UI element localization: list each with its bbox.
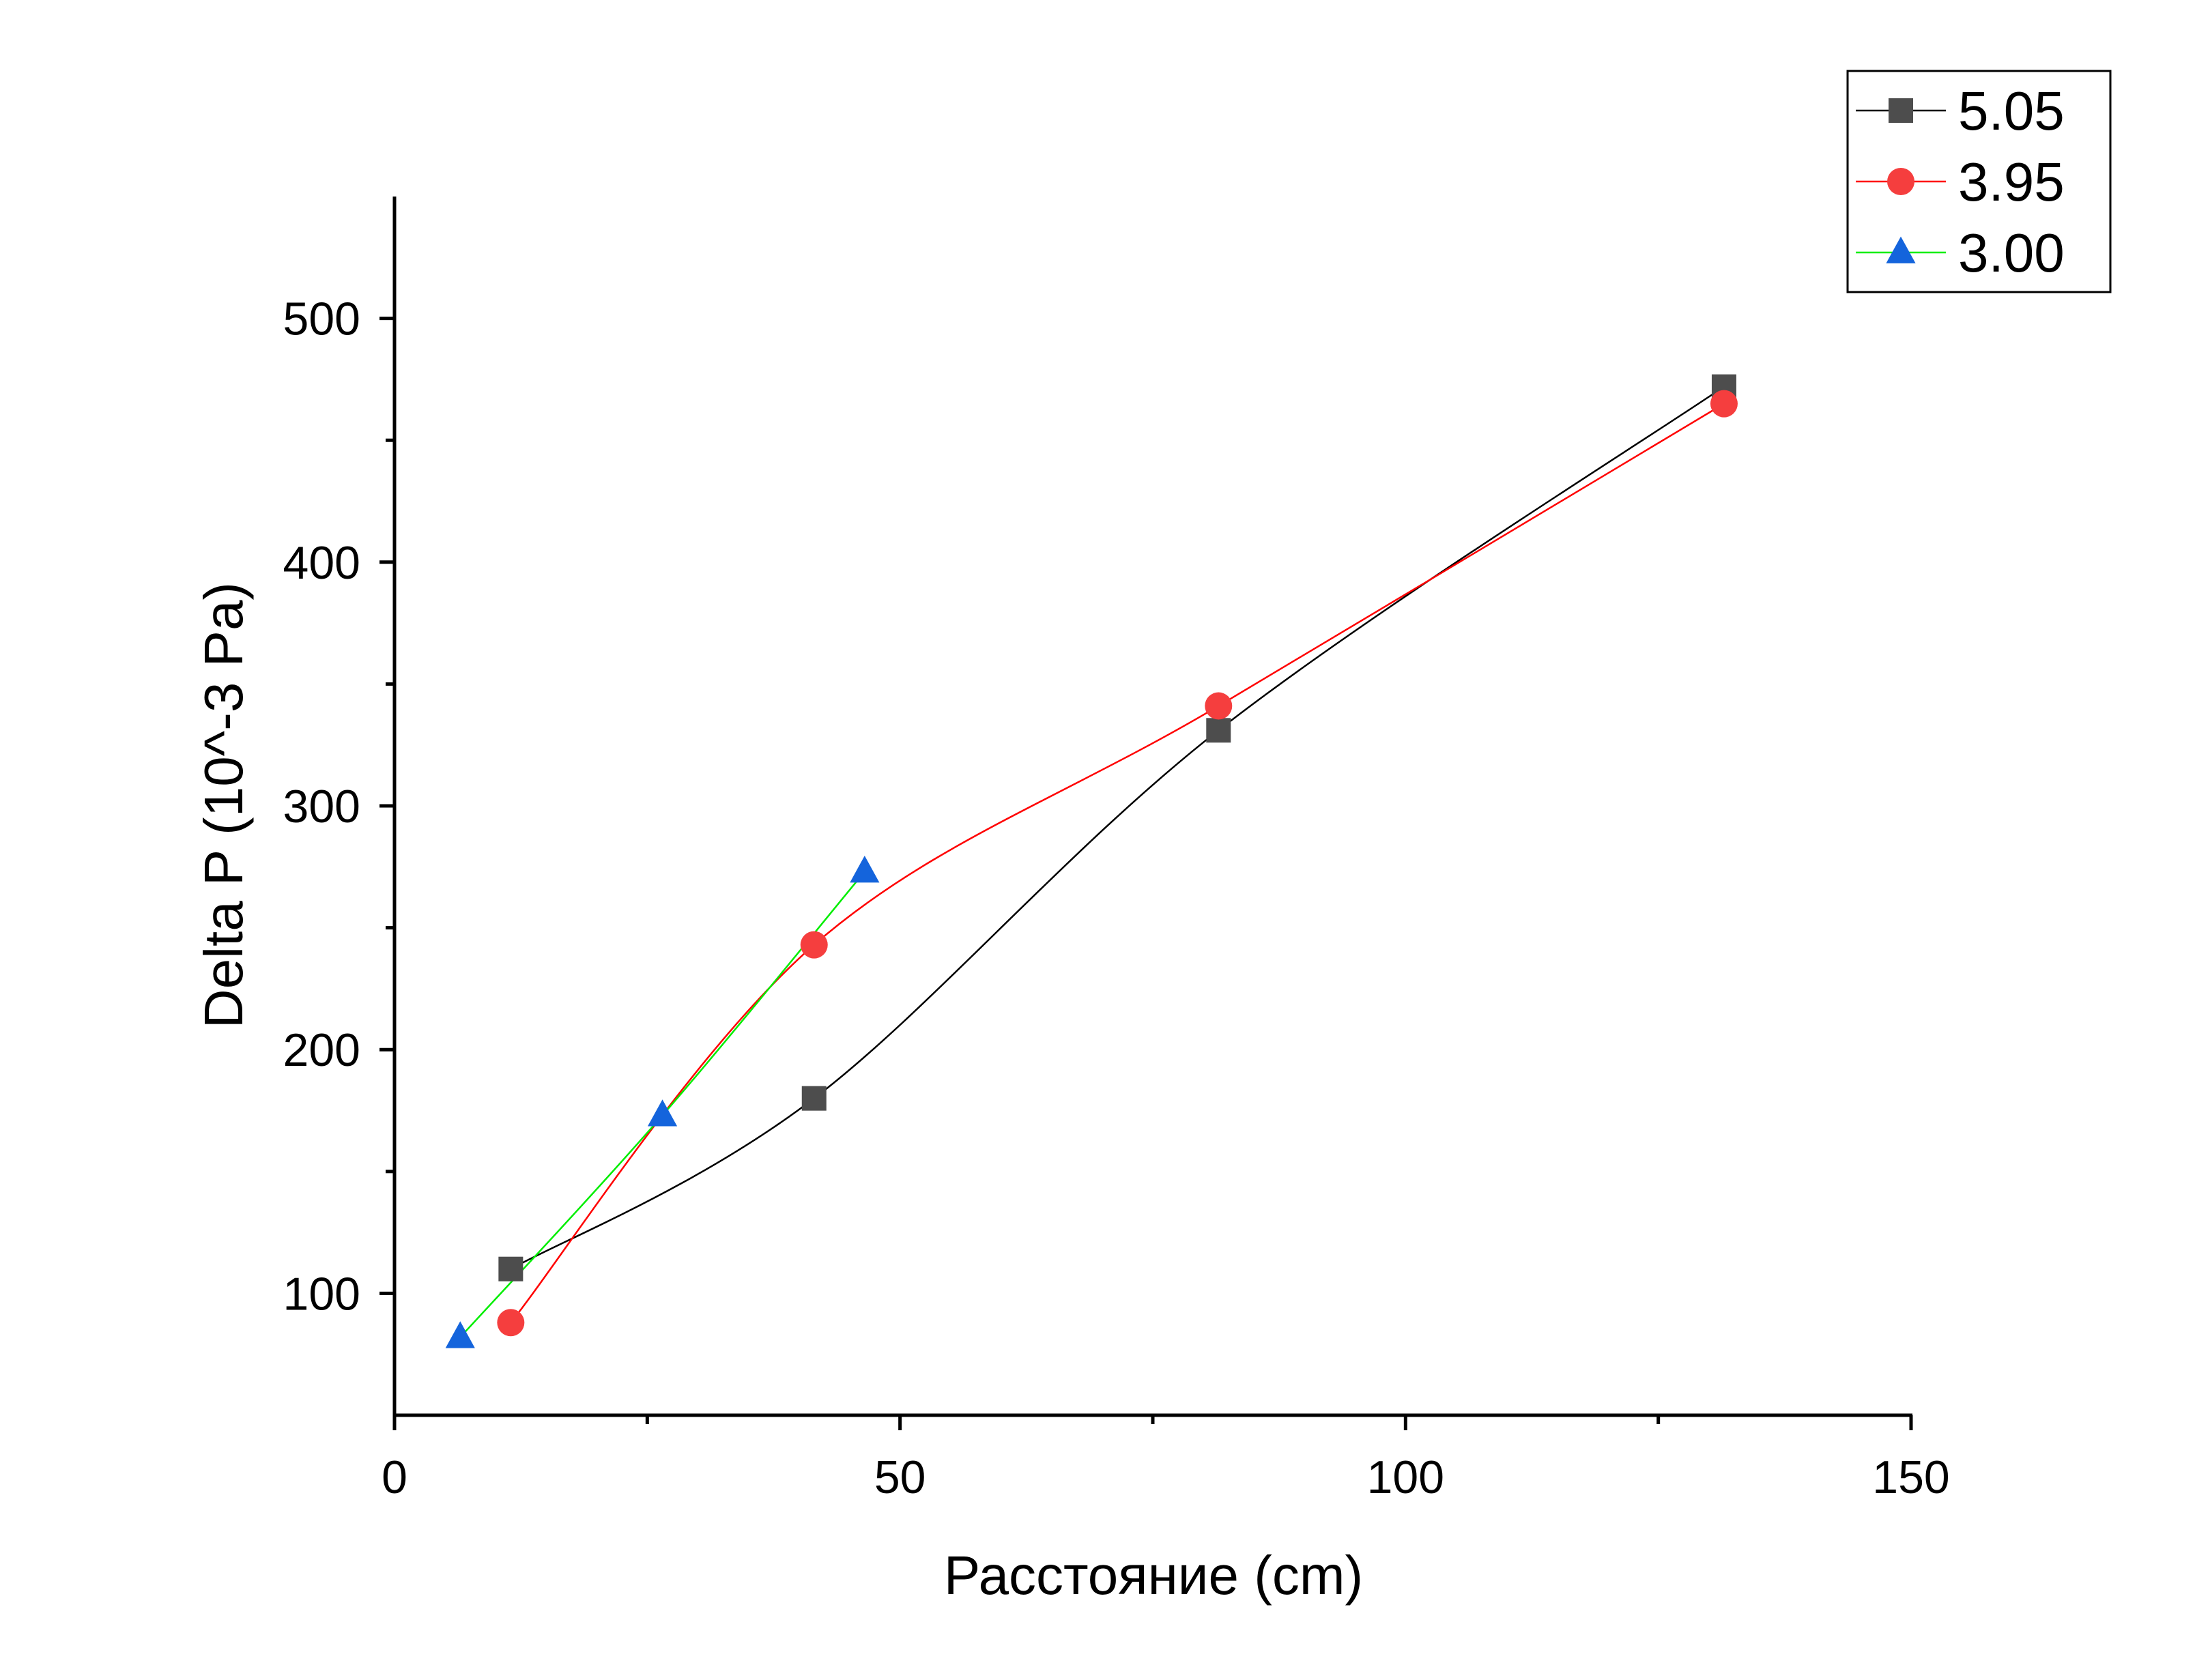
series-line-5.05 — [510, 386, 1725, 1270]
series-line-3.95 — [510, 403, 1725, 1324]
y-tick-label: 200 — [283, 1024, 360, 1076]
legend-marker — [1886, 236, 1916, 263]
legend-label: 3.95 — [1958, 151, 2065, 212]
data-point-3.95 — [1205, 692, 1233, 720]
data-point-3.95 — [800, 931, 828, 959]
x-tick-label: 0 — [382, 1451, 407, 1503]
x-tick-label: 100 — [1367, 1451, 1444, 1503]
legend: 5.05 3.95 3.00 — [1846, 70, 2112, 293]
series-markers — [445, 374, 1738, 1348]
y-tick-label: 500 — [283, 293, 360, 345]
y-axis-title: Delta P (10^-3 Pa) — [193, 582, 254, 1028]
y-tick-label: 100 — [283, 1268, 360, 1320]
x-axis-title: Расстояние (cm) — [944, 1545, 1363, 1606]
axes: 0 50 100 150 100 200 300 400 500 — [283, 197, 1950, 1503]
x-tick-label: 50 — [874, 1451, 926, 1503]
legend-label: 5.05 — [1958, 81, 2065, 141]
legend-marker — [1887, 168, 1914, 195]
legend-marker — [1889, 98, 1913, 123]
data-point-3.00 — [445, 1321, 475, 1348]
y-tick-label: 300 — [283, 781, 360, 832]
series-lines — [459, 386, 1725, 1338]
data-point-3.00 — [850, 856, 880, 883]
y-ticks: 100 200 300 400 500 — [283, 293, 394, 1320]
legend-label: 3.00 — [1958, 222, 2065, 283]
x-tick-label: 150 — [1872, 1451, 1949, 1503]
data-point-5.05 — [1206, 718, 1231, 743]
x-ticks: 0 50 100 150 — [382, 1415, 1950, 1503]
data-point-3.95 — [1710, 390, 1738, 418]
data-point-3.00 — [647, 1099, 678, 1127]
y-tick-label: 400 — [283, 537, 360, 589]
data-point-5.05 — [801, 1086, 827, 1111]
data-point-3.95 — [497, 1309, 525, 1337]
data-point-5.05 — [498, 1256, 523, 1281]
